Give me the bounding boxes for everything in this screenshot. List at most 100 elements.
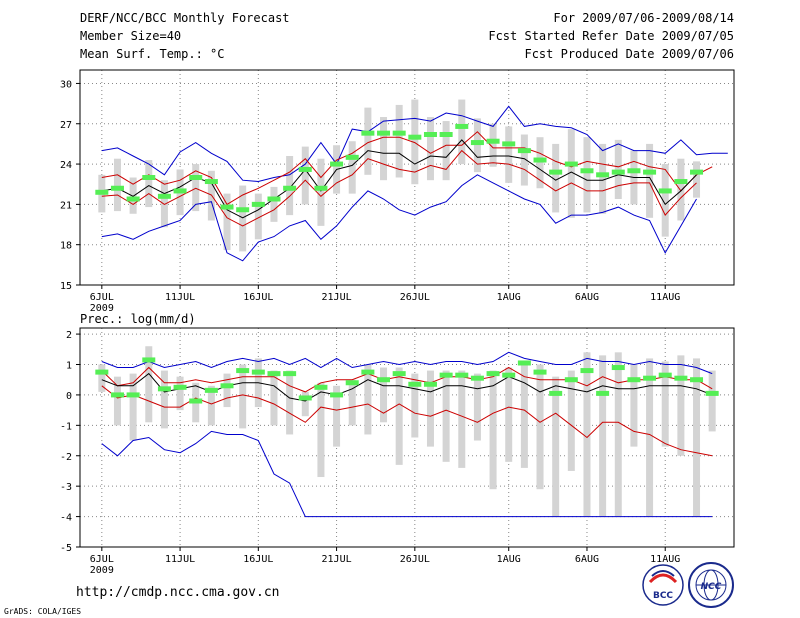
temp-median-marker: [189, 175, 203, 180]
prec-median-marker: [251, 369, 265, 375]
prec-line-lower: [101, 385, 713, 457]
ncc-logo-text: NCC: [701, 582, 722, 592]
prec-line-upper: [101, 366, 713, 393]
temp-ensemble-box: [583, 137, 591, 213]
temp-ensemble-box: [286, 156, 294, 216]
temp-median-marker: [674, 179, 688, 185]
prec-median-marker: [298, 395, 312, 401]
prec-median-marker: [674, 375, 688, 381]
temp-median-marker: [314, 185, 328, 191]
website-url[interactable]: http://cmdp.ncc.cma.gov.cn: [76, 585, 280, 600]
prec-median-marker: [110, 392, 124, 398]
prec-ensemble-box: [176, 376, 184, 411]
temp-xtick-label: 26JUL: [400, 292, 430, 303]
temp-ensemble-box: [239, 185, 247, 252]
prec-ensemble-box: [693, 358, 701, 517]
prec-ensemble-box: [411, 373, 419, 438]
prec-ensemble-box: [223, 373, 231, 408]
prec-ensemble-box: [317, 382, 325, 478]
bcc-logo: BCC: [642, 564, 684, 606]
temp-median-marker: [470, 140, 484, 146]
prec-median-marker: [220, 383, 234, 389]
temp-xtick-label: 6AUG: [575, 292, 599, 303]
temp-ensemble-box: [458, 99, 466, 165]
prec-ensemble-box: [395, 367, 403, 465]
prec-ytick-label: -3: [60, 482, 72, 493]
forecast-started: Fcst Started Refer Date 2009/07/05: [488, 29, 734, 43]
temp-ensemble-box: [380, 117, 388, 181]
temp-ensemble-box: [348, 141, 356, 194]
prec-ensemble-box: [113, 376, 121, 426]
prec-median-marker: [423, 381, 437, 387]
temp-xtick-label: 11AUG: [650, 292, 680, 303]
temp-median-marker: [110, 185, 124, 191]
temp-ensemble-box: [223, 193, 231, 251]
prec-median-marker: [236, 368, 250, 374]
prec-median-marker: [470, 375, 484, 381]
prec-ensemble-box: [458, 370, 466, 468]
temp-line-lower: [101, 149, 697, 227]
temp-median-marker: [126, 196, 140, 202]
temp-ensemble-box: [411, 99, 419, 185]
prec-median-marker: [330, 392, 344, 398]
temp-ensemble-box: [426, 117, 434, 181]
temp-median-marker: [283, 185, 297, 191]
prec-line-max: [101, 351, 713, 375]
temp-ensemble-box: [145, 160, 153, 208]
prec-ensemble-box: [505, 367, 513, 462]
prec-median-marker: [204, 387, 218, 393]
prec-ensemble-box: [160, 370, 168, 429]
prec-median-marker: [345, 380, 359, 386]
temp-median-marker: [330, 161, 344, 167]
prec-median-marker: [517, 360, 531, 366]
prec-median-marker: [549, 390, 563, 396]
temp-median-marker: [142, 175, 156, 180]
temp-median-marker: [596, 172, 610, 178]
prec-ensemble-box: [129, 373, 137, 441]
temp-ensemble-box: [520, 134, 528, 186]
prec-median-marker: [596, 390, 610, 396]
prec-median-marker: [126, 392, 140, 398]
prec-median-marker: [611, 365, 625, 371]
temp-ytick-label: 30: [60, 79, 72, 90]
temp-median-marker: [455, 123, 469, 129]
prec-ytick-label: 0: [66, 391, 72, 402]
temp-ensemble-box: [473, 118, 481, 173]
temp-ytick-label: 24: [60, 160, 72, 171]
prec-ensemble-box: [536, 364, 544, 490]
temp-ensemble-box: [113, 158, 121, 212]
temp-ytick-label: 15: [60, 281, 72, 292]
prec-ensemble-box: [145, 346, 153, 423]
prec-xtick-label: 11JUL: [165, 554, 195, 565]
prec-median-marker: [643, 375, 657, 381]
prec-ensemble-box: [364, 364, 372, 435]
temp-median-marker: [220, 204, 234, 210]
prec-ensemble-box: [348, 379, 356, 426]
prec-median-marker: [439, 372, 453, 378]
precip-title: Prec.: log(mm/d): [80, 312, 196, 326]
temp-ensemble-box: [661, 164, 669, 237]
bcc-logo-swirl: [648, 573, 678, 584]
prec-ensemble-box: [677, 355, 685, 456]
prec-ensemble-box: [333, 385, 341, 447]
prec-ensemble-box: [567, 370, 575, 471]
temp-median-marker: [408, 134, 422, 140]
temp-xtick-label: 21JUL: [322, 292, 352, 303]
prec-xtick-year: 2009: [90, 565, 114, 576]
temp-ensemble-box: [614, 139, 622, 199]
temp-median-marker: [267, 196, 281, 202]
prec-median-marker: [283, 371, 297, 377]
prec-median-marker: [377, 377, 391, 383]
prec-line-mean: [101, 372, 713, 402]
temp-plot-frame: [79, 69, 735, 286]
prec-xtick-label: 6JUL: [90, 554, 114, 565]
temp-xtick-label: 1AUG: [497, 292, 521, 303]
bcc-logo-arc: [651, 570, 675, 577]
temp-xtick-label: 6JUL: [90, 292, 114, 303]
prec-ensemble-box: [661, 361, 669, 447]
prec-ytick-label: 1: [66, 361, 72, 372]
temp-ensemble-box: [160, 180, 168, 228]
temp-line-upper: [101, 131, 713, 206]
